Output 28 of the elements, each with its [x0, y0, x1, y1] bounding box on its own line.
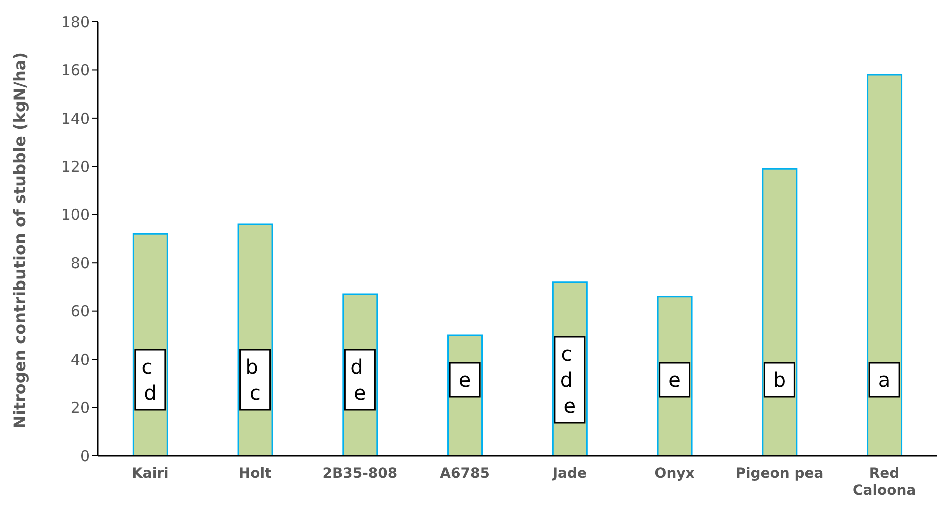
y-tick-label: 80 — [70, 254, 90, 272]
x-tick-label: Red Caloona — [852, 466, 916, 499]
annotation: d e — [350, 355, 370, 405]
annotation: c d — [142, 355, 160, 405]
x-tick-label: A6785 — [440, 466, 490, 482]
bar — [867, 74, 903, 456]
annotation: c d e — [560, 342, 580, 418]
y-tick-label: 160 — [61, 62, 90, 80]
annotation: a — [878, 368, 891, 392]
y-tick-label: 120 — [61, 158, 90, 176]
y-tick-label: 60 — [70, 302, 90, 321]
y-tick-label: 40 — [70, 350, 90, 369]
y-tick-label: 20 — [70, 399, 90, 418]
x-tick-label: Kairi — [132, 466, 169, 482]
y-tick-label: 0 — [80, 447, 90, 466]
annotation: b c — [246, 355, 265, 405]
annotation: e — [458, 368, 472, 392]
x-tick-label: 2B35-808 — [322, 466, 398, 482]
annotation: e — [668, 368, 681, 392]
x-tick-label: Jade — [552, 466, 588, 482]
x-tick-label: Holt — [238, 466, 272, 482]
y-tick-label: 180 — [61, 13, 90, 32]
y-axis-title: Nitrogen contribution of stubble (kgN/ha) — [10, 52, 30, 429]
x-tick-label: Onyx — [654, 466, 695, 482]
y-tick-label: 100 — [61, 206, 90, 224]
y-tick-label: 140 — [61, 110, 90, 128]
x-tick-label: Pigeon pea — [736, 466, 824, 482]
annotation: b — [773, 368, 786, 392]
